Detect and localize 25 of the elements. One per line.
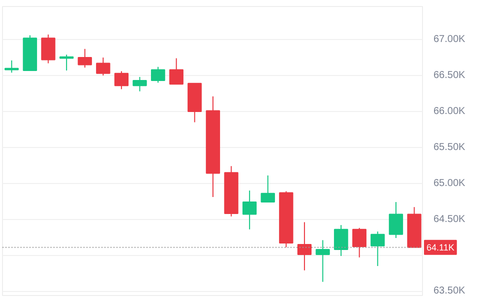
candlestick xyxy=(242,190,257,230)
candlestick xyxy=(132,76,147,92)
ref-line-label: 64.11K xyxy=(426,242,454,252)
candlestick xyxy=(260,174,275,203)
candlestick xyxy=(169,58,184,85)
candlestick xyxy=(388,202,404,238)
candlestick xyxy=(334,224,348,256)
candlestick xyxy=(59,54,74,71)
candlestick xyxy=(4,60,19,74)
candlestick xyxy=(114,70,129,90)
y-tick-label: 66.00K xyxy=(434,106,466,117)
candlestick xyxy=(78,48,92,68)
y-tick-label: 65.00K xyxy=(434,178,466,189)
candlestick xyxy=(352,227,366,258)
candlestick xyxy=(316,240,330,282)
y-tick-label: 66.50K xyxy=(434,70,466,82)
candlestick xyxy=(96,57,110,76)
candlestick xyxy=(41,34,56,64)
y-tick-label: 63.50K xyxy=(434,286,466,297)
y-tick-label: 64.50K xyxy=(434,214,466,225)
y-tick-label: 67.00K xyxy=(434,34,466,46)
candlestick xyxy=(370,231,385,267)
candlestick xyxy=(150,66,166,84)
y-tick-label: 65.50K xyxy=(434,142,466,153)
candlestick xyxy=(297,222,312,271)
